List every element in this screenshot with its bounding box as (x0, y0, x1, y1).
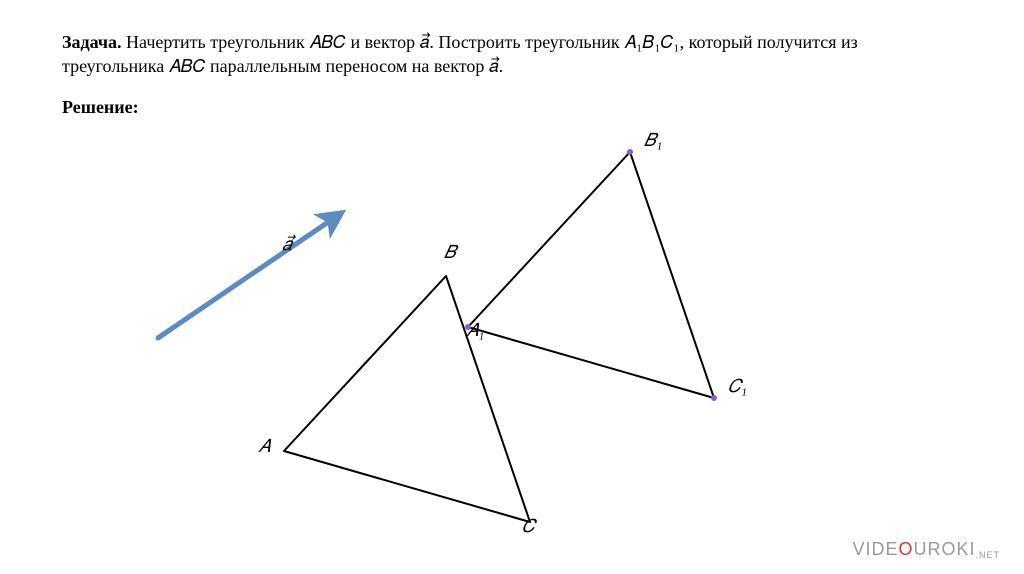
diagram-svg: 𝐴𝐵𝐶𝐴₁𝐵₁𝐶₁𝑎⃗ (0, 120, 1024, 540)
svg-text:𝐴: 𝐴 (258, 436, 272, 456)
solution-label: Решение: (62, 97, 962, 118)
svg-text:𝐶: 𝐶 (522, 516, 538, 536)
problem-label: Задача. (62, 32, 122, 52)
problem-veca2: 𝑎⃗ (489, 56, 499, 76)
problem-statement: Задача. Начертить треугольник 𝐴𝐵𝐶 и вект… (62, 30, 962, 79)
geometry-figure: 𝐴𝐵𝐶𝐴₁𝐵₁𝐶₁𝑎⃗ (0, 120, 1024, 540)
wm-post: UROKI (913, 539, 975, 559)
watermark: VIDEOUROKI.NET (852, 539, 1000, 560)
svg-text:𝐶₁: 𝐶₁ (728, 376, 747, 396)
svg-text:𝐵: 𝐵 (444, 242, 459, 262)
wm-o: O (898, 539, 913, 559)
wm-net: .NET (975, 550, 1000, 560)
problem-veca1: 𝑎⃗ (420, 32, 430, 52)
problem-t3: . Построить треугольник (429, 32, 624, 52)
problem-ABC2: 𝐴𝐵𝐶 (169, 56, 206, 76)
wm-pre: VIDE (852, 539, 898, 559)
problem-ABC: 𝐴𝐵𝐶 (309, 32, 346, 52)
problem-t5: параллельным переносом на вектор (205, 56, 488, 76)
problem-t6: . (499, 56, 504, 76)
problem-t1: Начертить треугольник (122, 32, 310, 52)
svg-text:𝐴₁: 𝐴₁ (466, 320, 484, 340)
svg-text:𝐵₁: 𝐵₁ (644, 130, 662, 150)
problem-t2: и вектор (346, 32, 420, 52)
problem-A1B1C1: 𝐴₁𝐵₁𝐶₁ (624, 32, 680, 52)
